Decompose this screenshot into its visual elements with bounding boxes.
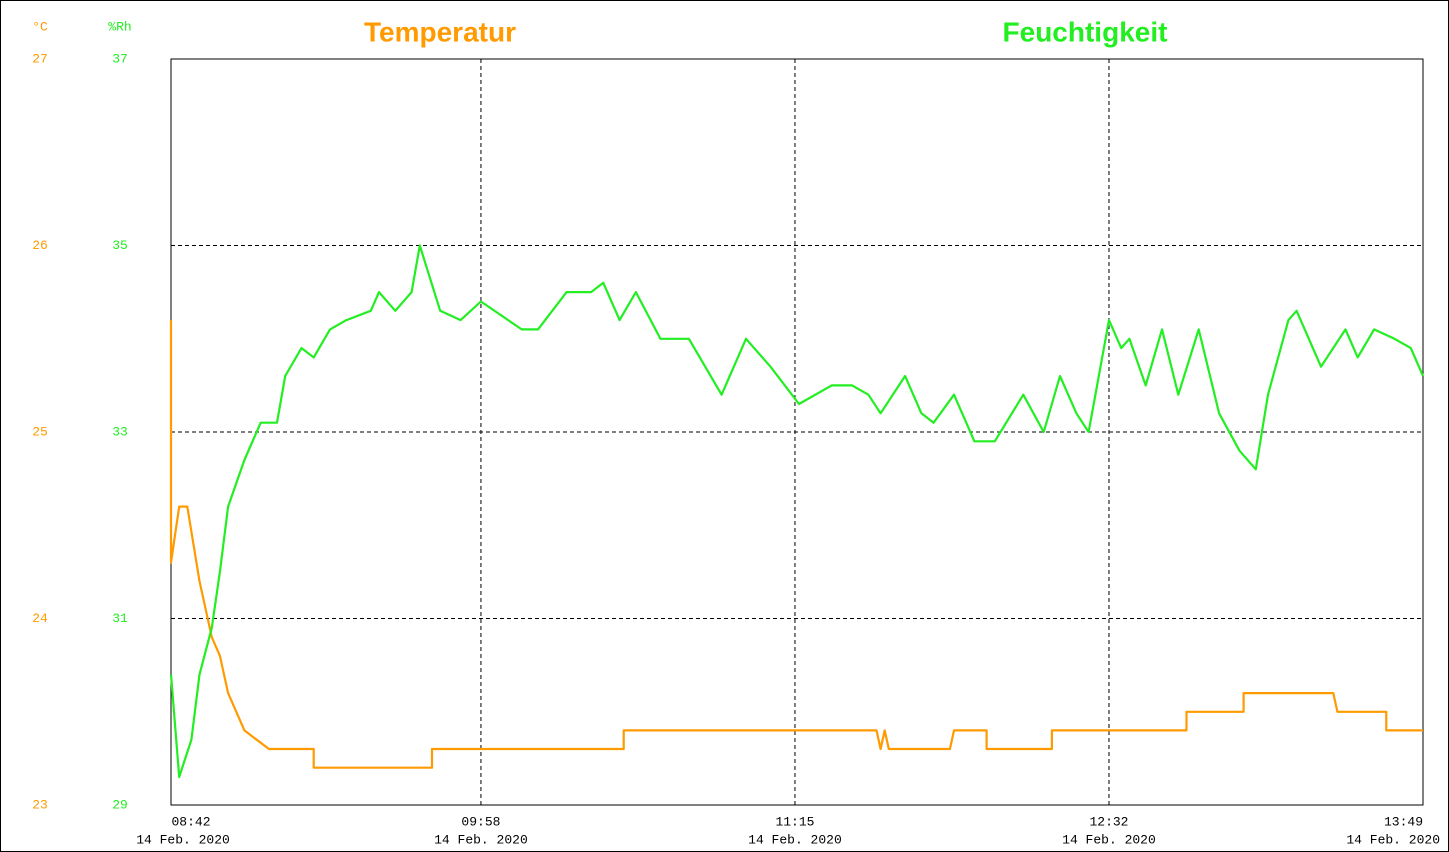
chart-title: Temperatur xyxy=(364,16,516,47)
y-tick-label: 23 xyxy=(32,797,48,812)
x-tick-date: 14 Feb. 2020 xyxy=(434,832,528,847)
y-tick-label: 24 xyxy=(32,611,48,626)
y-axis-unit: °C xyxy=(32,19,48,34)
y2-tick-label: 37 xyxy=(112,51,128,66)
y2-axis-unit: %Rh xyxy=(108,19,131,34)
y-tick-label: 25 xyxy=(32,424,48,439)
x-tick-date: 14 Feb. 2020 xyxy=(1346,832,1440,847)
x-tick-label: 13:49 xyxy=(1384,814,1423,829)
y2-tick-label: 29 xyxy=(112,797,128,812)
x-tick-label: 09:58 xyxy=(461,814,500,829)
x-tick-date: 14 Feb. 2020 xyxy=(748,832,842,847)
x-tick-label: 08:42 xyxy=(171,814,210,829)
y-tick-label: 27 xyxy=(32,51,48,66)
x-tick-label: 12:32 xyxy=(1089,814,1128,829)
y2-tick-label: 31 xyxy=(112,611,128,626)
y2-tick-label: 35 xyxy=(112,238,128,253)
x-tick-date: 14 Feb. 2020 xyxy=(1062,832,1156,847)
x-tick-label: 11:15 xyxy=(775,814,814,829)
data-line xyxy=(169,244,1425,779)
chart-title: Feuchtigkeit xyxy=(1003,16,1168,47)
data-line xyxy=(169,320,1423,769)
y-tick-label: 26 xyxy=(32,238,48,253)
x-tick-date: 14 Feb. 2020 xyxy=(136,832,230,847)
y2-tick-label: 33 xyxy=(112,424,128,439)
